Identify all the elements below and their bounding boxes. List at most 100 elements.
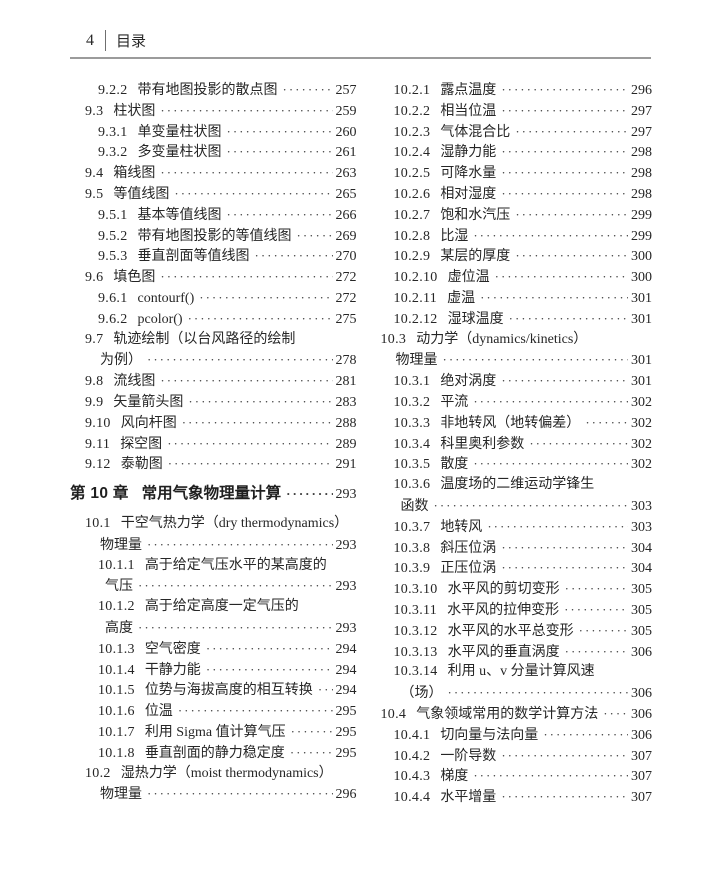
dot-leader: [501, 371, 628, 392]
entry-page-number: 299: [631, 207, 652, 223]
entry-number: 10.2.5: [393, 166, 431, 182]
toc-entry: 10.3.4 科里奥利参数 302: [366, 434, 653, 455]
entry-page-number: 303: [631, 519, 652, 535]
toc-entry: 10.3.2 平流 302: [366, 392, 653, 413]
entry-number: 9.2.2: [98, 83, 128, 98]
entry-page-number: 305: [631, 582, 652, 598]
entry-title: 露点温度: [440, 83, 497, 98]
toc-entry: 9.5.1 基本等值线图 266: [70, 205, 357, 226]
toc-entry: 10.1.7 利用 Sigma 值计算气压 295: [70, 722, 357, 743]
entry-number: 10.2.8: [393, 228, 431, 244]
entry-title: 干静力能: [144, 662, 201, 678]
entry-page-number: 298: [631, 166, 652, 182]
entry-title: 相对湿度: [440, 186, 497, 202]
toc-entry: 10.3 动力学（dynamics/kinetics）: [366, 330, 653, 351]
entry-number: 10.3.5: [393, 457, 431, 473]
toc-entry: 10.2 湿热力学（moist thermodynamics）: [70, 764, 357, 785]
entry-number: 10.3.11: [393, 602, 438, 618]
entry-number: 10.1.3: [98, 641, 135, 657]
entry-page-number: 304: [631, 561, 652, 577]
entry-number: 10.2: [85, 765, 111, 781]
entry-number: 第 10 章: [70, 485, 129, 503]
toc-body: 9.2.2 带有地图投影的散点图 257 9.3 柱状图 259 9.3.1 单变量柱状图 26…: [70, 80, 652, 808]
toc-entry: 10.2.5 可降水量 298: [366, 163, 653, 184]
toc-entry: 10.1.5 位势与海拔高度的相互转换 294: [70, 680, 357, 701]
entry-page-number: 266: [335, 207, 357, 223]
entry-title: 流线图: [113, 374, 156, 390]
dot-leader: [501, 142, 628, 163]
entry-page-number: 295: [335, 704, 357, 720]
toc-entry: 9.6.2 pcolor() 275: [70, 309, 357, 330]
dot-leader: [501, 558, 628, 579]
toc-entry: 10.2.2 相当位温 297: [366, 101, 653, 122]
entry-number: 10.1.8: [98, 745, 135, 761]
entry-number: 9.4: [85, 166, 104, 182]
toc-entry: 10.2.12 湿球温度 301: [366, 309, 653, 330]
entry-number: 9.6.2: [98, 311, 128, 327]
entry-page-number: 301: [631, 290, 652, 306]
dot-leader: [206, 639, 333, 660]
entry-title: 多变量柱状图: [137, 145, 222, 161]
entry-title: 动力学（dynamics/kinetics）: [416, 331, 588, 347]
toc-entry: 9.9 矢量箭头图 283: [70, 392, 357, 413]
entry-title: 风向杆图: [120, 415, 177, 431]
entry-title: 一阶导数: [440, 748, 497, 764]
dot-leader: [160, 101, 332, 122]
entry-page-number: 275: [335, 311, 357, 327]
entry-page-number: 272: [335, 270, 357, 286]
dot-leader: [167, 434, 332, 455]
entry-page-number: 297: [631, 103, 652, 119]
entry-number: 10.3.10: [393, 582, 438, 598]
entry-page-number: 289: [335, 436, 357, 452]
entry-page-number: 270: [335, 249, 357, 265]
toc-entry: 10.4.4 水平增量 307: [366, 787, 653, 808]
entry-number: 10.3.6: [393, 477, 431, 493]
entry-title: 可降水量: [440, 166, 497, 182]
entry-title: 带有地图投影的散点图: [137, 83, 278, 98]
dot-leader: [529, 434, 628, 455]
dot-leader: [501, 80, 628, 101]
entry-page-number: 302: [631, 457, 652, 473]
dot-leader: [501, 101, 628, 122]
toc-entry: 10.4.3 梯度 307: [366, 766, 653, 787]
toc-entry: 为例） 278: [70, 350, 357, 371]
entry-page-number: 306: [631, 644, 652, 660]
dot-leader: [138, 576, 333, 597]
entry-page-number: 300: [631, 249, 652, 265]
entry-page-number: 301: [631, 374, 652, 390]
dot-leader: [255, 246, 333, 267]
toc-column-left: 9.2.2 带有地图投影的散点图 257 9.3 柱状图 259 9.3.1 单变量柱状图 26…: [70, 80, 357, 808]
entry-page-number: 293: [335, 620, 357, 636]
entry-title: 水平增量: [440, 790, 497, 806]
toc-entry: 9.4 箱线图 263: [70, 163, 357, 184]
entry-title: 物理量: [100, 787, 142, 803]
entry-title: 虚温: [447, 290, 476, 306]
dot-leader: [188, 392, 332, 413]
toc-entry: 9.3.1 单变量柱状图 260: [70, 122, 357, 143]
dot-leader: [480, 288, 628, 309]
entry-number: 10.2.6: [393, 186, 431, 202]
entry-number: 9.12: [85, 457, 111, 473]
entry-title: 切向量与法向量: [440, 727, 539, 743]
entry-number: 9.10: [85, 415, 111, 431]
entry-page-number: 302: [631, 436, 652, 452]
toc-entry: 9.6 填色图 272: [70, 267, 357, 288]
entry-number: 9.3.2: [98, 145, 128, 161]
dot-leader: [495, 267, 628, 288]
toc-entry: 物理量 296: [70, 784, 357, 805]
entry-page-number: 263: [335, 166, 357, 182]
toc-entry: 10.4 气象领域常用的数学计算方法 306: [366, 704, 653, 725]
toc-entry: 10.2.10 虚位温 300: [366, 267, 653, 288]
entry-page-number: 302: [631, 415, 652, 431]
entry-title: 填色图: [113, 270, 156, 286]
dot-leader: [564, 600, 628, 621]
dot-leader: [515, 205, 628, 226]
entry-title: 绝对涡度: [440, 374, 497, 390]
dot-leader: [168, 454, 333, 475]
entry-number: 10.1.4: [98, 662, 135, 678]
entry-title: 位势与海拔高度的相互转换: [144, 683, 313, 699]
toc-entry: 10.1.2 高于给定高度一定气压的: [70, 597, 357, 618]
toc-entry: 10.3.3 非地转风（地转偏差） 302: [366, 413, 653, 434]
dot-leader: [297, 226, 333, 247]
dot-leader: [501, 163, 628, 184]
